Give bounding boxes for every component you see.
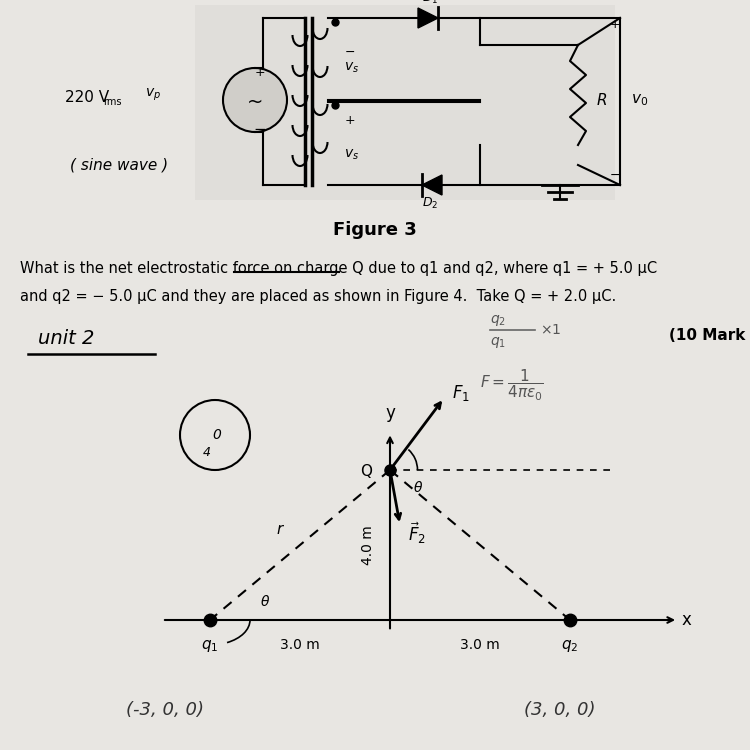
Text: (3, 0, 0): (3, 0, 0) — [524, 701, 596, 719]
Text: +: + — [255, 65, 266, 79]
Text: $v_s$: $v_s$ — [344, 61, 359, 75]
Text: What is the net electrostatic force on charge Q due to q1 and q2, where q1 = + 5: What is the net electrostatic force on c… — [20, 260, 657, 275]
Circle shape — [223, 68, 287, 132]
Text: unit 2: unit 2 — [38, 328, 94, 347]
Text: ~: ~ — [247, 92, 263, 112]
Text: $\vec{F}_2$: $\vec{F}_2$ — [408, 520, 426, 546]
Text: 3.0 m: 3.0 m — [460, 638, 500, 652]
Polygon shape — [422, 175, 442, 195]
Text: $q_1$: $q_1$ — [201, 638, 219, 654]
Text: $F = \dfrac{1}{4\pi\varepsilon_0}$: $F = \dfrac{1}{4\pi\varepsilon_0}$ — [480, 368, 544, 403]
Text: 4: 4 — [203, 446, 211, 460]
Text: $D_2$: $D_2$ — [422, 196, 438, 211]
Text: ( sine wave ): ( sine wave ) — [70, 158, 168, 172]
Text: 3.0 m: 3.0 m — [280, 638, 320, 652]
Text: $\times 1$: $\times 1$ — [540, 323, 561, 337]
FancyBboxPatch shape — [195, 5, 615, 200]
Text: $q_2$: $q_2$ — [490, 313, 506, 328]
Text: rms: rms — [103, 97, 122, 107]
Text: $D_1$: $D_1$ — [422, 0, 438, 5]
Text: and q2 = − 5.0 μC and they are placed as shown in Figure 4.  Take Q = + 2.0 μC.: and q2 = − 5.0 μC and they are placed as… — [20, 289, 616, 304]
Text: r: r — [277, 523, 284, 538]
Text: +: + — [610, 19, 620, 32]
Text: −: − — [345, 46, 355, 58]
Text: +: + — [345, 113, 355, 127]
Text: 4.0 m: 4.0 m — [361, 525, 375, 565]
Text: $v_s$: $v_s$ — [344, 148, 359, 162]
Text: $q_2$: $q_2$ — [561, 638, 579, 654]
Text: 220 V: 220 V — [65, 89, 110, 104]
Text: 0: 0 — [212, 428, 221, 442]
Text: $v_p$: $v_p$ — [145, 87, 161, 104]
Text: $F_1$: $F_1$ — [452, 383, 470, 403]
Text: −: − — [610, 169, 620, 182]
Text: $\theta$: $\theta$ — [260, 595, 270, 610]
Text: x: x — [681, 611, 691, 629]
Text: (-3, 0, 0): (-3, 0, 0) — [126, 701, 204, 719]
Text: −: − — [254, 122, 266, 137]
Text: $v_0$: $v_0$ — [632, 92, 649, 108]
Text: Q: Q — [360, 464, 372, 479]
Text: $q_1$: $q_1$ — [490, 334, 506, 350]
Text: y: y — [385, 404, 395, 422]
Text: (10 Mark: (10 Mark — [669, 328, 745, 344]
Text: Figure 3: Figure 3 — [333, 221, 417, 239]
Polygon shape — [418, 8, 438, 28]
Text: $R$: $R$ — [596, 92, 608, 108]
Text: $\theta$: $\theta$ — [413, 481, 423, 496]
